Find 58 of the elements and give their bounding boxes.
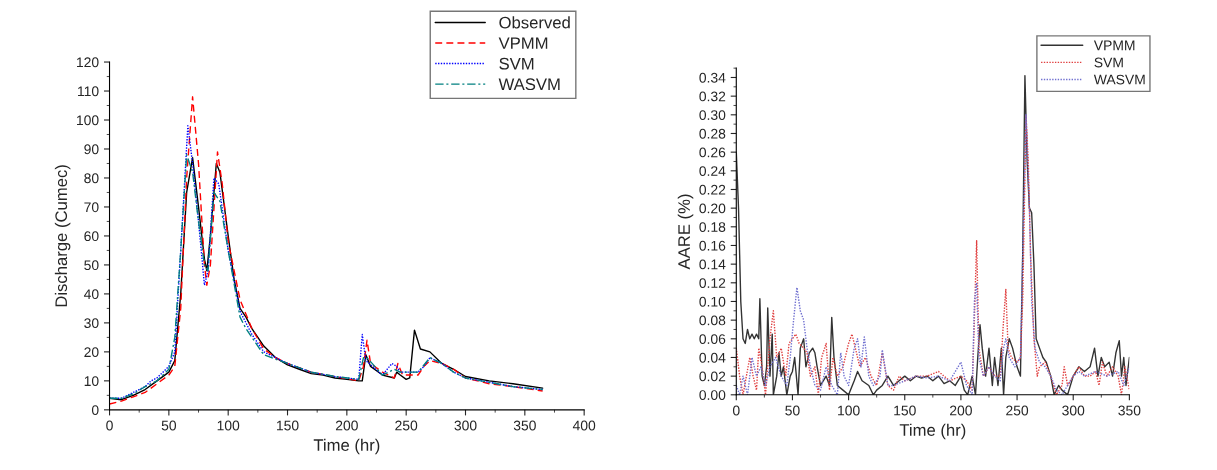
y-tick-label: 0.10 bbox=[699, 296, 726, 307]
y-tick-label: 40 bbox=[83, 289, 99, 300]
x-tick-label: 50 bbox=[161, 420, 177, 431]
x-tick-label: 0 bbox=[732, 405, 740, 416]
y-axis-title: Discharge (Cumec) bbox=[54, 165, 71, 307]
y-tick-label: 0.20 bbox=[699, 203, 726, 214]
y-tick-label: 90 bbox=[84, 144, 99, 155]
x-tick-label: 100 bbox=[217, 420, 240, 431]
y-tick-label: 120 bbox=[77, 57, 99, 68]
y-tick-label: 60 bbox=[84, 231, 99, 242]
y-tick-label: 0.22 bbox=[699, 184, 726, 195]
x-tick-label: 200 bbox=[950, 405, 972, 416]
y-axis-title: AARE (%) bbox=[677, 194, 694, 270]
legend-label: Observed bbox=[499, 16, 570, 29]
y-tick-label: 0.32 bbox=[699, 91, 726, 102]
y-tick-label: 0.16 bbox=[699, 240, 726, 251]
legend-label: SVM bbox=[499, 57, 534, 70]
y-tick-label: 0.06 bbox=[699, 334, 726, 344]
x-tick-label: 150 bbox=[894, 405, 916, 416]
y-tick-label: 0.34 bbox=[699, 72, 726, 83]
legend-label: VPMM bbox=[498, 37, 548, 49]
y-tick-label: 110 bbox=[78, 86, 99, 97]
x-tick-label: 0 bbox=[106, 420, 113, 431]
legend-label: WASVM bbox=[1093, 74, 1145, 85]
x-tick-label: 350 bbox=[1118, 405, 1141, 416]
x-axis-title: Time (hr) bbox=[313, 438, 380, 455]
y-tick-label: 20 bbox=[84, 347, 99, 358]
y-tick-label: 0.08 bbox=[699, 315, 726, 326]
y-tick-label: 0.18 bbox=[699, 222, 726, 232]
y-tick-label: 0.26 bbox=[699, 147, 726, 158]
y-tick-label: 0.04 bbox=[699, 352, 726, 363]
x-tick-label: 200 bbox=[335, 420, 358, 431]
x-tick-label: 150 bbox=[276, 420, 299, 431]
x-tick-label: 350 bbox=[513, 420, 536, 431]
y-tick-label: 0.24 bbox=[699, 166, 726, 176]
y-tick-label: 0.12 bbox=[699, 278, 726, 288]
x-tick-label: 100 bbox=[838, 405, 860, 416]
legend-label: SVM bbox=[1094, 57, 1123, 68]
y-tick-label: 0.14 bbox=[699, 259, 726, 270]
y-tick-label: 10 bbox=[84, 376, 99, 387]
y-tick-label: 0.02 bbox=[699, 371, 726, 382]
x-tick-label: 50 bbox=[785, 405, 800, 416]
x-axis-title: Time (hr) bbox=[899, 423, 966, 440]
y-tick-label: 100 bbox=[77, 115, 99, 126]
x-tick-label: 250 bbox=[395, 420, 418, 431]
x-tick-label: 250 bbox=[1006, 405, 1029, 416]
y-tick-label: 70 bbox=[84, 202, 99, 213]
legend-label: WASVM bbox=[498, 78, 560, 91]
y-tick-label: 50 bbox=[84, 260, 99, 271]
x-tick-label: 400 bbox=[572, 420, 596, 431]
x-tick-label: 300 bbox=[1062, 405, 1085, 416]
y-tick-label: 0.30 bbox=[699, 110, 726, 120]
x-tick-label: 300 bbox=[454, 420, 477, 431]
y-tick-label: 0.28 bbox=[699, 128, 726, 139]
y-tick-label: 0.00 bbox=[699, 390, 726, 400]
y-tick-label: 30 bbox=[84, 318, 99, 329]
y-tick-label: 80 bbox=[84, 173, 99, 184]
legend-label: VPMM bbox=[1093, 40, 1135, 51]
